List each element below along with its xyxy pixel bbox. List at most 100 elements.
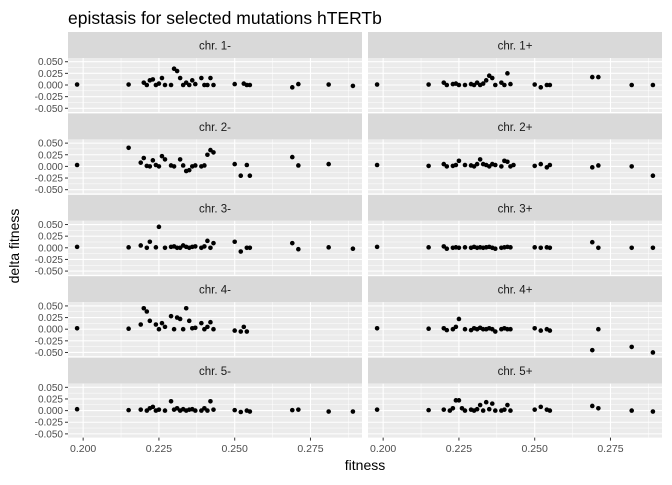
facet-strip-label: chr. 3+ [498, 203, 533, 215]
data-point [502, 407, 507, 412]
data-point [126, 82, 131, 87]
data-point [247, 82, 253, 88]
data-point [168, 82, 174, 88]
data-point [141, 155, 147, 161]
y-tick-label: 0.000 [38, 325, 63, 336]
y-tick-label: -0.050 [35, 185, 64, 196]
data-point [153, 245, 159, 250]
data-point [374, 325, 380, 331]
data-point [296, 163, 301, 168]
data-point [350, 409, 356, 414]
data-point [492, 82, 498, 88]
data-point [462, 326, 468, 332]
data-point [150, 404, 156, 410]
data-point [441, 407, 447, 412]
data-point [502, 82, 507, 88]
data-point [326, 409, 331, 414]
data-point [150, 77, 156, 82]
y-tick-label: -0.050 [35, 429, 64, 440]
data-point [650, 350, 656, 355]
data-point [477, 157, 483, 162]
x-tick-label: 0.200 [370, 443, 396, 455]
data-point [492, 162, 498, 168]
data-point [444, 327, 450, 333]
data-point [159, 153, 165, 159]
data-point [74, 325, 80, 331]
data-point [247, 245, 253, 251]
data-point [211, 326, 216, 332]
data-point [247, 173, 253, 179]
x-axis-label: fitness [345, 457, 385, 473]
data-point [189, 78, 195, 83]
x-tick-label: 0.275 [597, 443, 623, 455]
data-point [138, 160, 144, 165]
data-point [508, 326, 513, 332]
data-point [208, 75, 213, 81]
data-point [629, 245, 634, 251]
facet-strip-label: chr. 1+ [498, 41, 533, 53]
data-point [174, 68, 180, 74]
data-point [456, 398, 462, 403]
data-point [444, 82, 450, 88]
data-point [453, 162, 459, 168]
data-point [153, 322, 159, 327]
data-point [199, 320, 204, 326]
facet-panel: chr. 1+ [368, 32, 662, 112]
y-tick-label: -0.025 [35, 336, 64, 347]
data-point [74, 244, 80, 250]
data-point [147, 164, 153, 169]
y-tick-label: 0.050 [38, 220, 63, 231]
data-point [426, 407, 431, 413]
data-point [159, 320, 165, 326]
data-point [462, 408, 468, 413]
data-point [211, 150, 216, 155]
facet-strip-label: chr. 5- [199, 366, 231, 378]
data-point [589, 347, 595, 353]
y-tick-label: 0.025 [38, 394, 63, 405]
data-point [289, 240, 295, 246]
data-point [547, 162, 553, 168]
data-point [208, 245, 213, 251]
chart-title: epistasis for selected mutations hTERTb [68, 8, 382, 28]
data-point [74, 162, 80, 168]
data-point [232, 239, 238, 245]
facet-strip [68, 194, 362, 221]
x-tick-label: 0.250 [222, 443, 248, 455]
data-point [238, 329, 244, 334]
data-point [596, 245, 601, 251]
data-point [589, 165, 595, 170]
data-point [538, 161, 544, 167]
data-point [156, 224, 162, 230]
data-point [650, 409, 656, 414]
data-point [596, 74, 601, 80]
data-point [232, 161, 238, 167]
data-point [462, 245, 468, 250]
data-point [538, 404, 544, 410]
data-point [211, 407, 216, 412]
data-point [199, 75, 204, 81]
data-point [547, 245, 553, 251]
y-tick-label: 0.025 [38, 313, 63, 324]
data-point [629, 164, 634, 169]
facet-strip-label: chr. 3- [199, 203, 231, 215]
data-point [596, 163, 601, 168]
data-point [180, 326, 186, 332]
facet-strip [368, 357, 662, 384]
data-point [74, 406, 80, 412]
data-point [492, 408, 498, 413]
data-point [450, 405, 456, 411]
data-point [162, 157, 168, 162]
y-axis-label: delta fitness [6, 209, 22, 284]
data-point [538, 328, 544, 333]
data-point [538, 245, 544, 251]
data-point [186, 167, 192, 173]
facet-strip [68, 276, 362, 303]
data-point [480, 408, 486, 413]
data-point [289, 407, 295, 413]
data-point [629, 408, 634, 413]
data-point [205, 82, 210, 88]
data-point [205, 324, 210, 330]
data-point [186, 82, 192, 88]
y-tick-label: 0.025 [38, 69, 63, 80]
